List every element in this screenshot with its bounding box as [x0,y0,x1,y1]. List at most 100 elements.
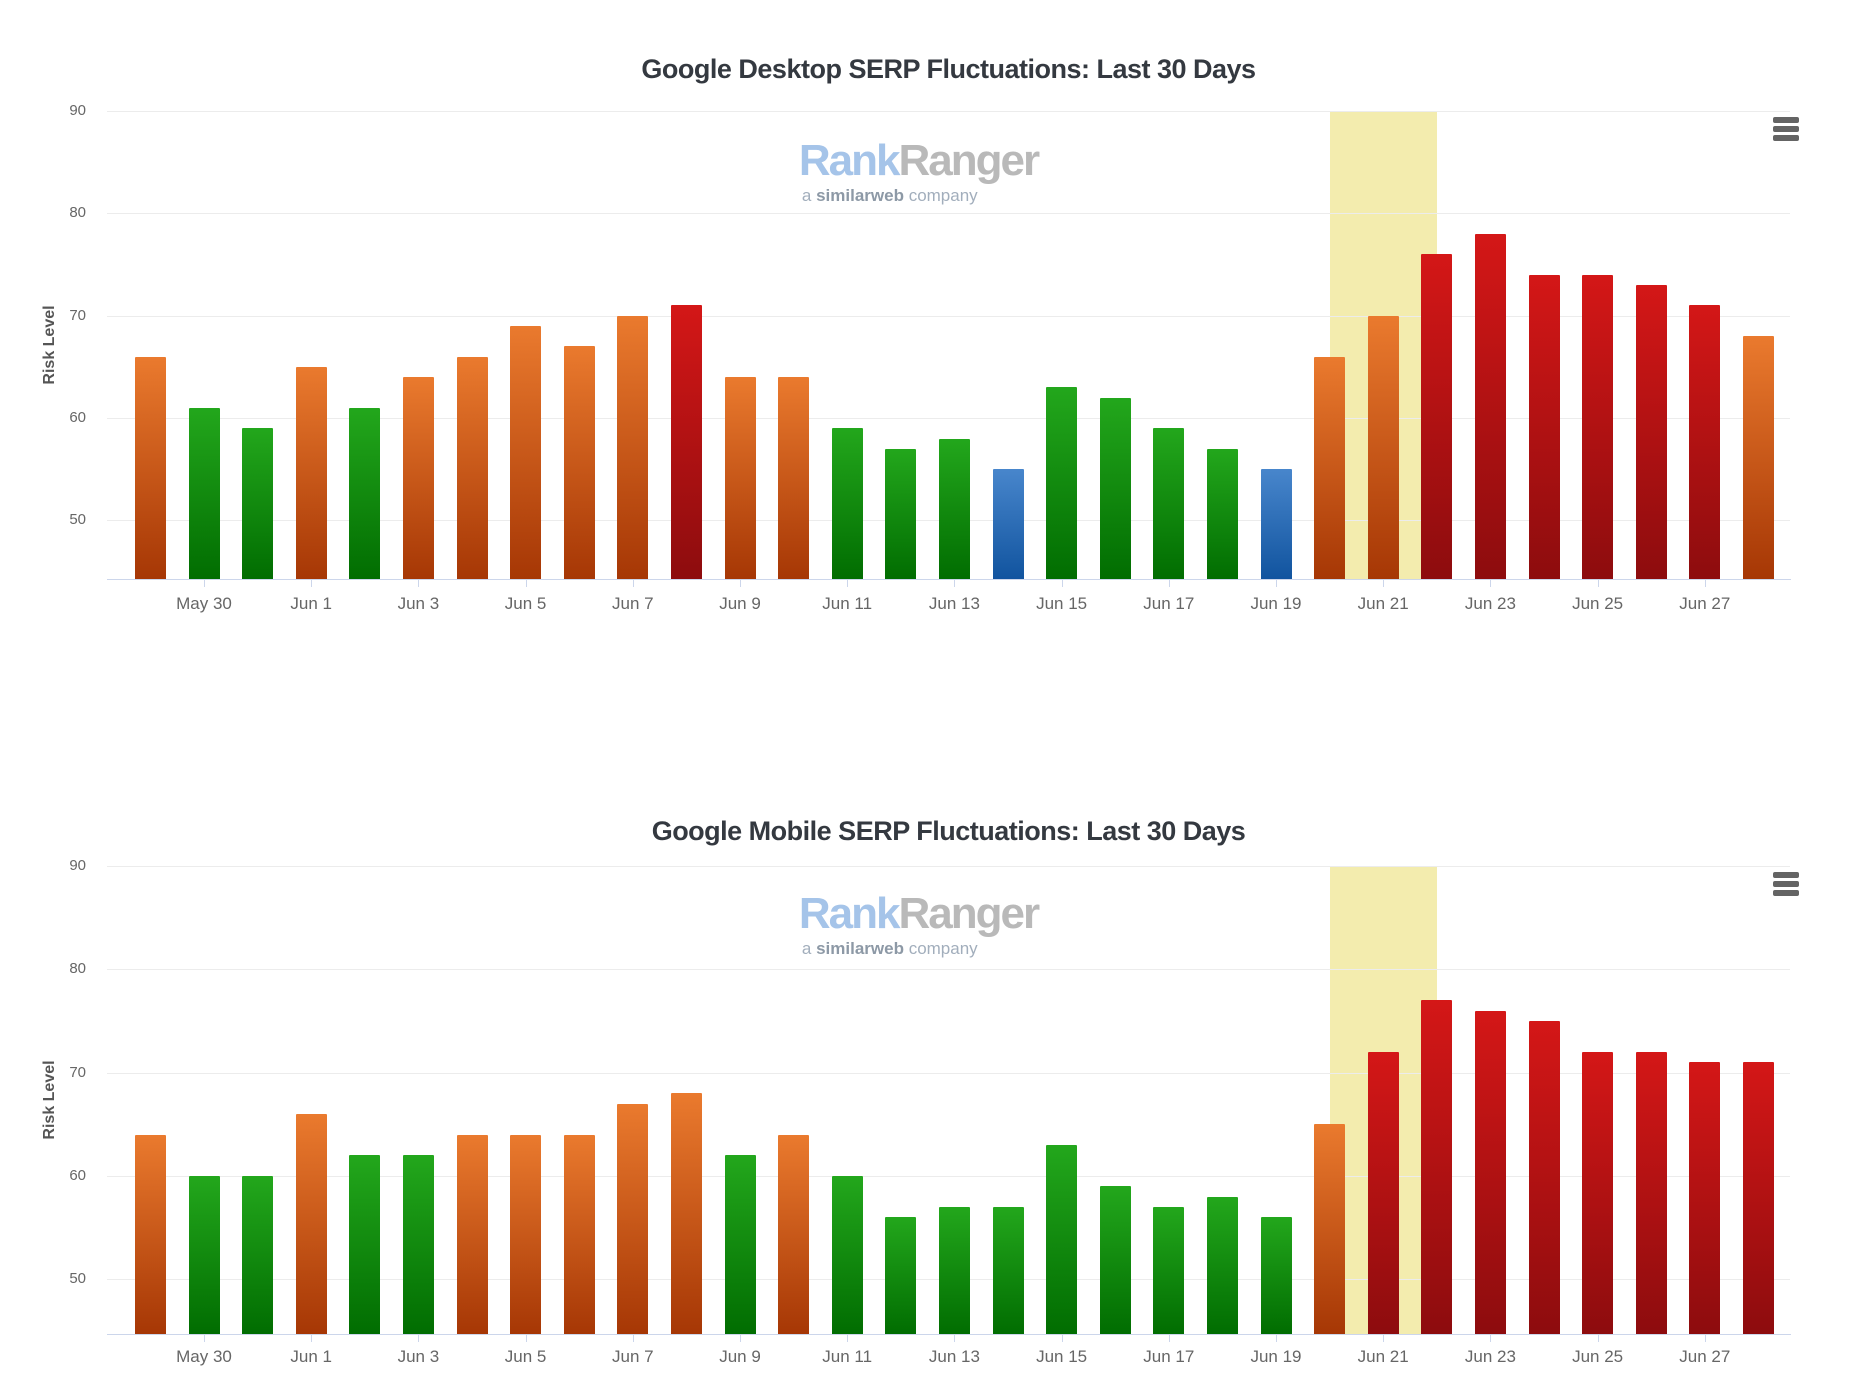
rankranger-watermark-desktop[interactable]: RankRanger a similarweb company [86,139,1751,205]
column-bar[interactable] [1046,1144,1078,1335]
x-tick-mark [847,1335,849,1343]
x-tick-label: Jun 27 [1679,1347,1731,1366]
column-bar[interactable] [1260,1217,1292,1335]
column-bar[interactable] [1742,1062,1774,1335]
x-tick-label: Jun 1 [290,1347,332,1366]
x-tick-label: Jun 17 [1143,594,1195,613]
x-tick-label: Jun 5 [504,594,547,613]
y-tick-label: 90 [69,857,86,874]
column-bar[interactable] [402,1155,434,1335]
column-bar[interactable] [1206,448,1238,580]
column-bar[interactable] [402,377,434,580]
x-tick-label: Jun 19 [1250,594,1302,613]
column-bar[interactable] [617,315,649,580]
column-bar[interactable] [1635,1051,1667,1335]
x-tick-mark [1061,1335,1063,1343]
column-bar[interactable] [1153,1206,1185,1335]
column-bar[interactable] [885,448,917,580]
x-tick-mark [1490,580,1492,588]
column-bar[interactable] [1046,387,1078,580]
column-bar[interactable] [1635,284,1667,580]
x-tick-mark [1168,580,1170,588]
column-bar[interactable] [510,325,542,580]
column-bar[interactable] [1474,233,1506,580]
logo-tagline: a similarweb company [799,940,1038,957]
y-tick-label: 50 [69,511,86,529]
rankranger-watermark-mobile[interactable]: RankRanger a similarweb company [86,892,1751,958]
column-bar[interactable] [1367,1051,1399,1335]
column-bar[interactable] [242,428,274,580]
x-tick-label: Jun 7 [612,594,654,613]
column-bar[interactable] [831,428,863,580]
x-tick-label: Jun 23 [1464,1347,1516,1366]
column-bar[interactable] [617,1103,649,1335]
column-bar[interactable] [670,305,702,580]
column-bar[interactable] [1474,1010,1506,1335]
column-bar[interactable] [188,1175,220,1335]
column-bar[interactable] [188,407,220,580]
column-bar[interactable] [456,356,488,580]
column-bar[interactable] [1099,1186,1131,1335]
rankranger-logo: RankRanger [799,139,1040,183]
column-bar[interactable] [1689,305,1721,580]
column-bar[interactable] [1314,1124,1346,1335]
hamburger-menu-icon[interactable] [1773,872,1799,899]
column-bar[interactable] [885,1217,917,1335]
gridline [107,418,1790,420]
column-bar[interactable] [724,1155,756,1335]
column-bar[interactable] [778,377,810,580]
column-bar[interactable] [1314,356,1346,580]
column-bar[interactable] [456,1134,488,1335]
column-bar[interactable] [563,346,595,580]
column-bar[interactable] [242,1175,274,1335]
chart-title-desktop: Google Desktop SERP Fluctuations: Last 3… [641,54,1256,84]
column-bar[interactable] [938,1206,970,1335]
x-tick-label: Jun 3 [397,594,440,613]
column-bar[interactable] [992,469,1024,580]
column-bar[interactable] [1582,1051,1614,1335]
column-bar[interactable] [992,1206,1024,1335]
x-tick-label: Jun 15 [1036,1347,1088,1366]
tagline-suffix: company [903,185,978,205]
column-bar[interactable] [938,438,970,580]
x-tick-label: Jun 21 [1357,594,1409,613]
column-bar[interactable] [1742,336,1774,580]
column-bar[interactable] [1367,315,1399,580]
x-tick-mark [1490,1335,1492,1343]
tagline-similarweb: similarweb [816,185,904,205]
column-bar[interactable] [349,1155,381,1335]
column-bar[interactable] [295,1113,327,1335]
x-tick-label: May 30 [176,1347,232,1366]
column-bar[interactable] [1528,274,1560,580]
y-tick-label: 50 [69,1270,86,1288]
column-bar[interactable] [1153,428,1185,580]
column-bar[interactable] [1421,1000,1453,1335]
column-bar[interactable] [1421,254,1453,580]
column-bar[interactable] [134,1134,166,1335]
column-bar[interactable] [1099,397,1131,580]
y-tick-label: 80 [69,960,86,978]
column-bar[interactable] [831,1175,863,1335]
logo-rank-text: Rank [798,889,901,938]
column-bar[interactable] [563,1134,595,1335]
x-tick-label: Jun 9 [719,1347,761,1366]
column-bar[interactable] [295,366,327,580]
column-bar[interactable] [724,377,756,580]
column-bar[interactable] [670,1093,702,1335]
column-bar[interactable] [510,1134,542,1335]
column-bar[interactable] [1582,274,1614,580]
x-tick-mark [1061,580,1063,588]
column-bar[interactable] [349,407,381,580]
column-bar[interactable] [1689,1062,1721,1335]
column-bar[interactable] [1260,469,1292,580]
column-bar[interactable] [1206,1196,1238,1335]
logo-rank-text: Rank [798,136,901,185]
gridline [107,1175,1790,1177]
column-bar[interactable] [1528,1020,1560,1335]
x-tick-mark [418,580,420,588]
column-bar[interactable] [134,356,166,580]
hamburger-menu-icon[interactable] [1773,117,1799,144]
y-tick-label: 60 [69,1166,86,1184]
rankranger-logo: RankRanger [799,892,1040,936]
column-bar[interactable] [778,1134,810,1335]
